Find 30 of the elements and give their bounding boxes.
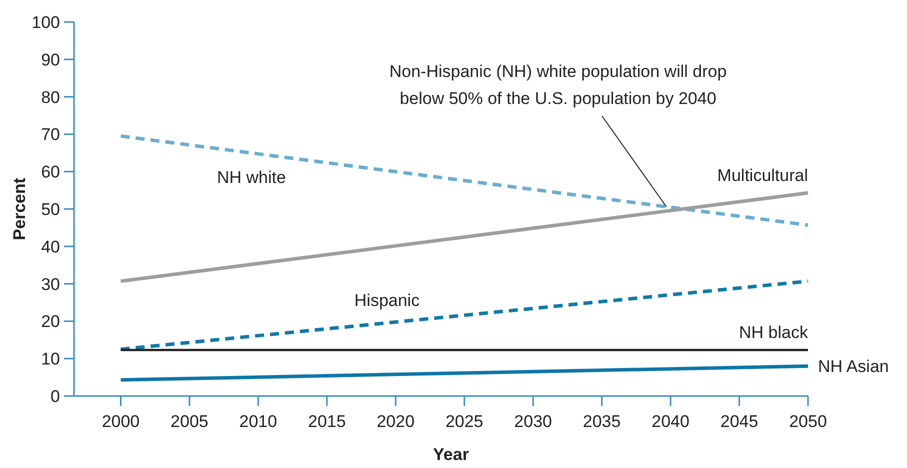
x-tick-label: 2030 (514, 412, 552, 431)
y-tick-label: 20 (41, 312, 60, 332)
series-label: NH Asian (818, 357, 889, 376)
y-tick-label: 100 (32, 12, 60, 32)
series-label: Hispanic (354, 291, 420, 310)
y-tick-label: 60 (41, 162, 60, 182)
x-tick-label: 2025 (445, 412, 484, 431)
series-label: Multicultural (717, 166, 808, 185)
series-label: NH white (216, 168, 286, 187)
y-tick-label: 40 (41, 237, 60, 256)
x-tick-label: 2000 (102, 412, 140, 431)
x-tick-label: 2010 (239, 412, 278, 431)
x-tick-label: 2005 (170, 412, 208, 431)
y-tick-label: 30 (41, 274, 60, 294)
y-tick-label: 70 (41, 125, 60, 144)
annotation: Non-Hispanic (NH) white population will drop below 50% of the U.S. population by 2040 (389, 62, 727, 108)
x-tick-label: 2020 (376, 412, 415, 431)
y-tick-label: 80 (41, 88, 60, 107)
x-tick-label: 2035 (582, 412, 621, 431)
y-tick-label: 0 (50, 386, 60, 406)
x-tick-label: 2015 (308, 412, 346, 431)
series-label: NH black (739, 323, 808, 342)
y-tick-label: 50 (41, 200, 60, 219)
x-tick-label: 2040 (652, 412, 690, 431)
y-tick-label: 90 (41, 50, 60, 70)
x-tick-label: 2045 (720, 412, 758, 431)
x-axis-title: Year (433, 445, 470, 464)
y-axis-title: Percent (10, 177, 29, 240)
x-tick-label: 2050 (789, 412, 827, 431)
y-tick-label: 10 (41, 350, 60, 369)
